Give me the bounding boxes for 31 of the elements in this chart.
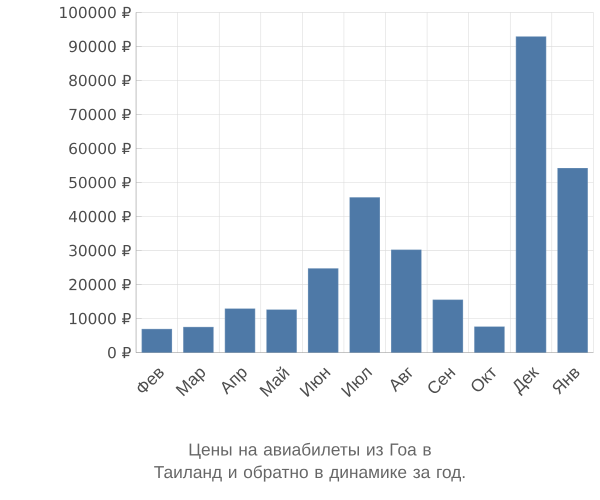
- text: Цены на авиабилеты из Гоа в Таиланд и обратно в динамике за год.: [154, 442, 464, 482]
- y-tick-label: 50000 ₽: [69, 176, 131, 188]
- bar: [391, 250, 422, 353]
- bar: [432, 300, 464, 353]
- y-tick-label: 100000 ₽: [60, 6, 131, 18]
- x-tick-label: Сен: [428, 368, 456, 394]
- y-tick-label: 70000 ₽: [69, 108, 131, 120]
- x-tick-label: Янв: [552, 368, 580, 395]
- y-tick-label: 60000 ₽: [69, 142, 131, 154]
- x-tick-label: Дек: [513, 366, 540, 396]
- y-tick-label: 80000 ₽: [69, 74, 131, 86]
- bar: [349, 197, 380, 353]
- x-tick-label: Апр: [222, 368, 247, 395]
- x-tick-label: Окт: [472, 367, 496, 392]
- y-tick-label: 0 ₽: [108, 346, 131, 358]
- bar: [224, 308, 256, 353]
- bar: [516, 36, 546, 353]
- bar: [142, 328, 172, 353]
- bar: [183, 326, 214, 353]
- bar: [557, 168, 588, 353]
- x-tick-label: Авг: [390, 367, 412, 392]
- bar: [474, 326, 505, 353]
- y-tick-label: 10000 ₽: [70, 312, 131, 324]
- y-tick-label: 40000 ₽: [68, 210, 131, 222]
- y-tick-label: 20000 ₽: [69, 278, 131, 290]
- x-tick-label: Мар: [176, 368, 206, 396]
- x-tick-label: Фев: [138, 368, 164, 392]
- bar: [266, 309, 297, 353]
- y-tick-label: 30000 ₽: [69, 244, 131, 256]
- y-tick-label: 90000 ₽: [69, 40, 131, 52]
- bar: [308, 268, 338, 353]
